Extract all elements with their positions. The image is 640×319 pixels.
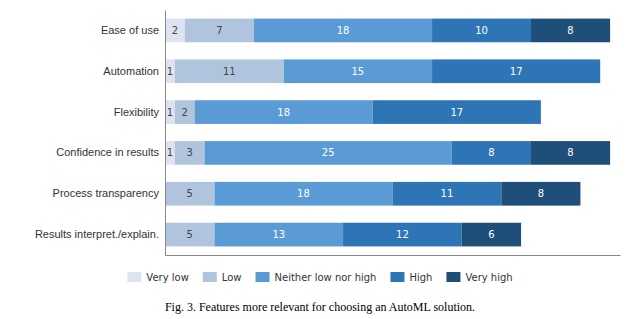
data-label: 11 (223, 66, 236, 77)
data-label: 8 (538, 188, 544, 199)
bar (600, 59, 601, 83)
data-label: 2 (172, 25, 178, 36)
bar (452, 141, 531, 165)
data-label: 18 (297, 188, 310, 199)
x-axis-line (166, 255, 621, 256)
series (343, 19, 600, 247)
data-labels: 21117112355181518251813101717811128886 (167, 25, 574, 240)
data-label: 11 (441, 188, 454, 199)
bar (501, 182, 580, 206)
data-label: 8 (488, 147, 494, 158)
y-tick: Automation (103, 65, 165, 77)
data-label: 17 (510, 66, 523, 77)
data-label: 5 (187, 188, 193, 199)
y-tick-label: Process transparency (53, 187, 160, 199)
data-label: 12 (396, 229, 409, 240)
y-tick-label: Results interpret./explain. (35, 228, 159, 240)
bar (165, 182, 214, 206)
y-axis: Ease of use Automation Flexibility Confiden… (35, 11, 166, 256)
x-axis (166, 255, 621, 256)
data-label: 5 (187, 229, 193, 240)
bar (185, 19, 254, 43)
legend-swatch (256, 272, 270, 282)
bar (531, 19, 610, 43)
caption: Fig. 3. Features more relevant for choos… (165, 300, 475, 314)
bar (214, 182, 392, 206)
y-tick-label: Automation (103, 65, 159, 77)
bar (175, 59, 284, 83)
legend-item: Very low (127, 272, 189, 283)
legend-item: Low (203, 272, 242, 283)
bar (165, 141, 175, 165)
bar (432, 19, 531, 43)
data-label: 18 (337, 25, 350, 36)
data-label: 1 (167, 107, 173, 118)
legend-label: Neither low nor high (275, 272, 377, 283)
bar (343, 223, 462, 247)
legend-label: Low (222, 272, 242, 283)
data-label: 3 (187, 147, 193, 158)
series (195, 19, 452, 247)
y-tick-label: Flexibility (114, 106, 160, 118)
legend-item: High (390, 272, 432, 283)
bar (165, 19, 185, 43)
bar (205, 141, 452, 165)
legend-swatch (203, 272, 217, 282)
bar (284, 59, 432, 83)
y-tick-label: Confidence in results (56, 146, 159, 158)
bar (432, 59, 600, 83)
y-axis-line (165, 11, 166, 256)
data-label: 8 (567, 25, 573, 36)
legend-swatch (390, 272, 404, 282)
bars (165, 19, 610, 247)
bar (165, 100, 175, 124)
bar (214, 223, 343, 247)
legend-swatch (127, 272, 141, 282)
data-label: 17 (450, 107, 463, 118)
data-label: 1 (167, 147, 173, 158)
legend-label: Very low (146, 272, 189, 283)
data-label: 18 (277, 107, 290, 118)
data-label: 15 (352, 66, 365, 77)
bar (175, 141, 205, 165)
bar (165, 59, 175, 83)
data-label: 13 (272, 229, 285, 240)
data-label: 2 (182, 107, 188, 118)
chart: 21117112355181518251813101717811128886Ea… (0, 0, 640, 319)
data-label: 8 (567, 147, 573, 158)
data-label: 10 (475, 25, 488, 36)
y-tick: Results interpret./explain. (35, 228, 165, 240)
y-tick: Ease of use (101, 24, 165, 36)
bar (254, 19, 432, 43)
y-tick-label: Ease of use (101, 24, 159, 36)
legend-label: High (409, 272, 432, 283)
bar (373, 100, 541, 124)
bar (531, 141, 610, 165)
legend: Very low Low Neither low nor high High Very … (127, 272, 512, 283)
y-tick: Confidence in results (56, 146, 165, 158)
legend-swatch (446, 272, 460, 282)
legend-item: Very high (446, 272, 512, 283)
y-tick: Process transparency (53, 187, 165, 199)
data-label: 25 (322, 147, 335, 158)
data-label: 1 (167, 66, 173, 77)
bar (393, 182, 502, 206)
bar (175, 100, 195, 124)
bar (462, 223, 521, 247)
y-tick: Flexibility (114, 106, 165, 118)
data-label: 6 (488, 229, 494, 240)
bar (540, 100, 541, 124)
legend-item: Neither low nor high (256, 272, 377, 283)
bar (195, 100, 373, 124)
legend-label: Very high (465, 272, 512, 283)
data-label: 7 (216, 25, 222, 36)
bar (165, 223, 214, 247)
series (165, 19, 284, 247)
series (462, 19, 610, 247)
